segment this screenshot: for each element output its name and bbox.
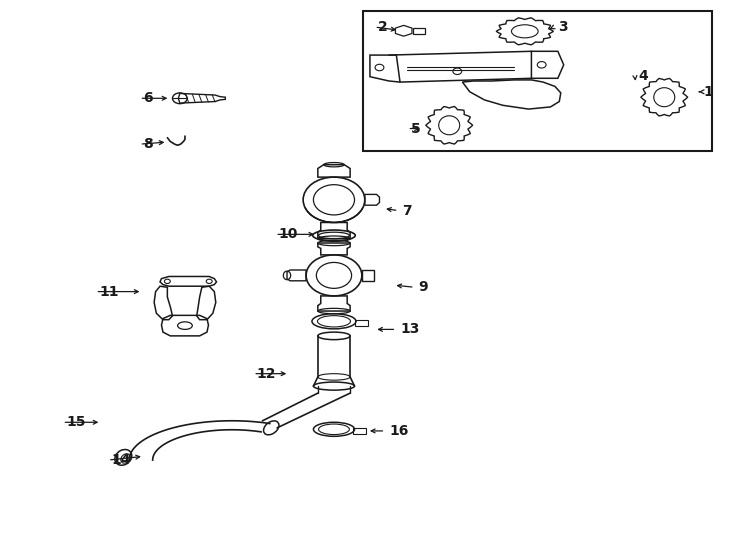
Text: 14: 14 <box>112 453 131 467</box>
Text: 4: 4 <box>639 69 648 83</box>
Text: 9: 9 <box>418 280 428 294</box>
Bar <box>413 28 425 34</box>
Text: 12: 12 <box>257 367 277 381</box>
Text: 2: 2 <box>378 20 388 34</box>
Text: 5: 5 <box>411 122 421 136</box>
Bar <box>355 320 368 326</box>
Text: 1: 1 <box>703 85 713 99</box>
Text: 15: 15 <box>66 415 86 429</box>
Text: 8: 8 <box>143 137 153 151</box>
Bar <box>353 428 366 434</box>
Text: 11: 11 <box>99 285 119 299</box>
Text: 13: 13 <box>400 322 419 336</box>
Text: 16: 16 <box>389 424 408 438</box>
Text: 7: 7 <box>402 204 412 218</box>
Text: 3: 3 <box>558 20 567 34</box>
Text: 10: 10 <box>279 227 298 241</box>
Text: 6: 6 <box>143 91 153 105</box>
Bar <box>363 11 712 151</box>
